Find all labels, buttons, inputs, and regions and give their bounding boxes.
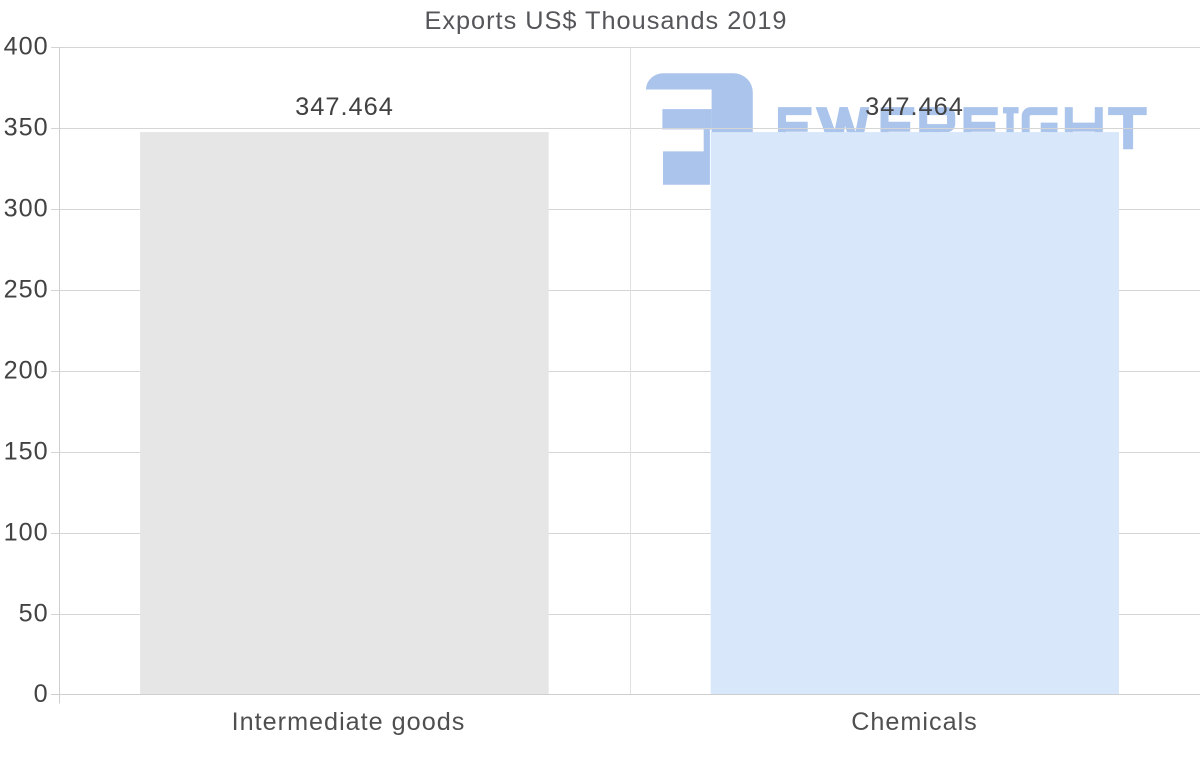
svg-text:400: 400	[4, 32, 49, 60]
svg-text:347.464: 347.464	[865, 93, 964, 121]
svg-text:350: 350	[4, 113, 49, 141]
svg-text:Intermediate goods: Intermediate goods	[232, 708, 466, 736]
svg-text:200: 200	[4, 356, 49, 384]
svg-text:150: 150	[4, 437, 49, 465]
svg-text:Exports US$ Thousands 2019: Exports US$ Thousands 2019	[424, 7, 787, 35]
svg-text:347.464: 347.464	[295, 93, 394, 121]
svg-text:250: 250	[4, 275, 49, 303]
svg-text:100: 100	[4, 518, 49, 546]
svg-text:50: 50	[19, 599, 49, 627]
svg-text:300: 300	[4, 194, 49, 222]
svg-text:Chemicals: Chemicals	[851, 708, 978, 736]
svg-text:0: 0	[34, 680, 49, 708]
